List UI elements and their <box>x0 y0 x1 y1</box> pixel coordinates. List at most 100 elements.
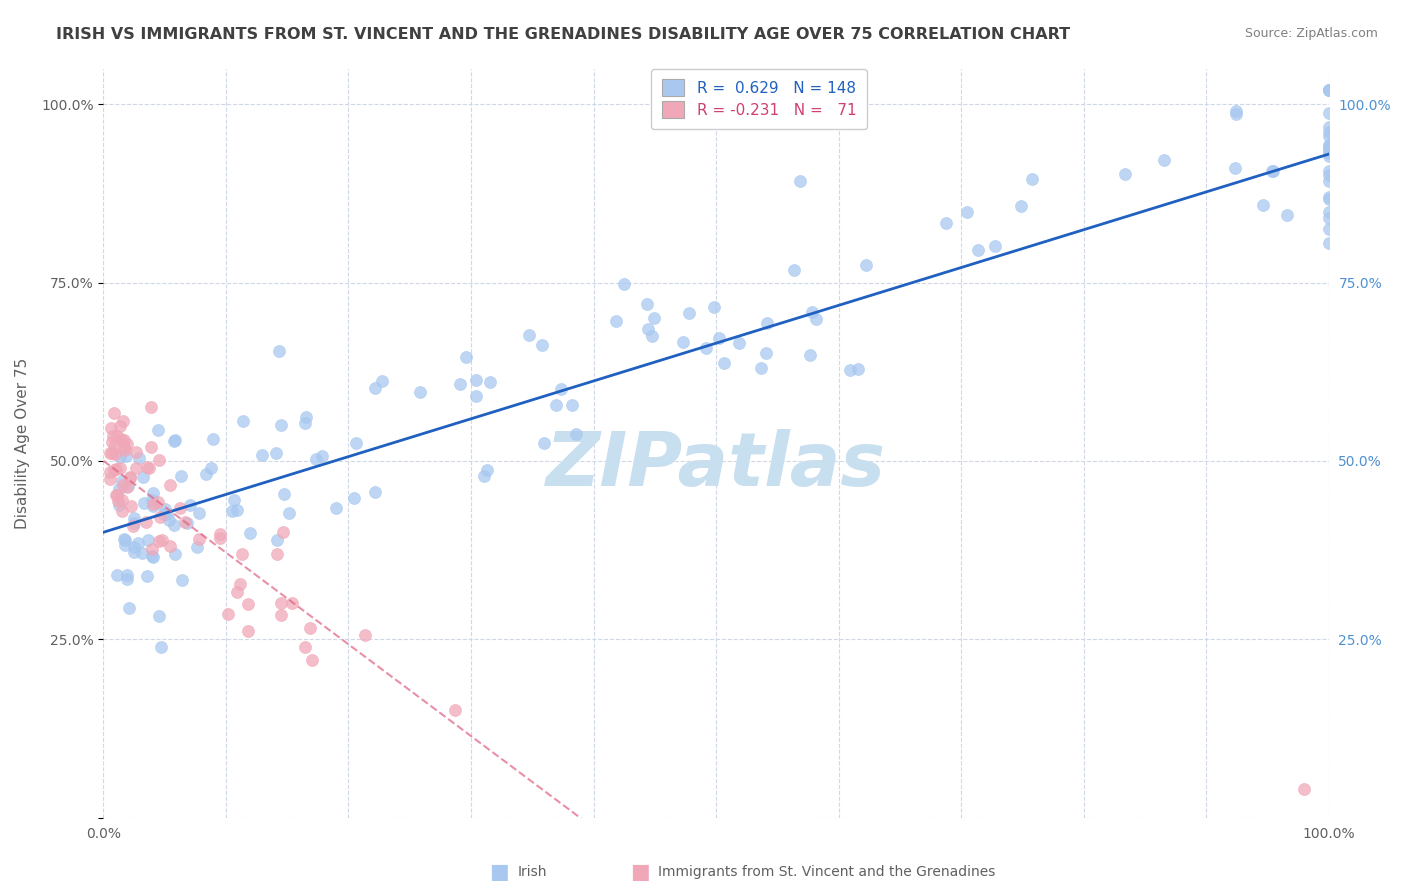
Point <box>120 499 142 513</box>
Point <box>117 479 139 493</box>
Point <box>270 608 292 623</box>
Point <box>299 621 322 635</box>
Point <box>354 628 377 642</box>
Point <box>1317 125 1340 139</box>
Point <box>465 374 488 388</box>
Point <box>301 653 323 667</box>
Point <box>643 311 665 326</box>
Point <box>1317 138 1340 153</box>
Point <box>783 263 806 277</box>
Point <box>1317 83 1340 97</box>
Point <box>141 440 163 454</box>
Point <box>201 432 224 446</box>
Point <box>605 314 627 328</box>
Point <box>138 461 160 475</box>
Point <box>200 461 222 475</box>
Point <box>1317 143 1340 157</box>
Point <box>1317 211 1340 225</box>
Point <box>277 506 299 520</box>
Point <box>800 304 823 318</box>
Point <box>1251 197 1274 211</box>
Point <box>270 596 292 610</box>
Point <box>343 491 366 506</box>
Point <box>727 336 749 351</box>
Point <box>1317 174 1340 188</box>
Point <box>111 474 134 488</box>
Point <box>112 478 135 492</box>
Point <box>239 525 262 540</box>
Point <box>169 500 191 515</box>
Point <box>1223 161 1246 175</box>
Point <box>100 446 122 460</box>
Point <box>1317 139 1340 153</box>
Point <box>1010 199 1032 213</box>
Point <box>236 624 259 638</box>
Point <box>371 374 394 388</box>
Point <box>266 533 288 547</box>
Point <box>229 576 252 591</box>
Point <box>270 418 292 433</box>
Point <box>165 433 187 447</box>
Point <box>170 469 193 483</box>
Point <box>1275 208 1298 222</box>
Point <box>409 385 432 400</box>
Point <box>131 469 153 483</box>
Point <box>141 500 163 514</box>
Point <box>142 486 165 500</box>
Point <box>804 311 827 326</box>
Point <box>101 429 124 443</box>
Point <box>232 414 254 428</box>
Point <box>112 440 135 454</box>
Point <box>544 398 567 412</box>
Point <box>294 640 316 654</box>
Point <box>125 444 148 458</box>
Text: ■: ■ <box>630 863 650 882</box>
Point <box>163 518 186 533</box>
Point <box>135 515 157 529</box>
Text: Source: ZipAtlas.com: Source: ZipAtlas.com <box>1244 27 1378 40</box>
Point <box>117 437 139 451</box>
Point <box>789 173 811 187</box>
Point <box>1317 120 1340 134</box>
Point <box>1317 236 1340 251</box>
Point <box>105 429 128 443</box>
Point <box>125 460 148 475</box>
Point <box>105 568 128 582</box>
Point <box>103 463 125 477</box>
Point <box>124 510 146 524</box>
Point <box>294 416 316 430</box>
Point <box>104 439 127 453</box>
Point <box>115 572 138 586</box>
Point <box>112 532 135 546</box>
Point <box>118 469 141 483</box>
Point <box>108 461 131 475</box>
Point <box>149 640 172 655</box>
Point <box>755 316 778 330</box>
Point <box>98 445 121 459</box>
Point <box>672 334 695 349</box>
Point <box>695 341 717 355</box>
Point <box>108 419 131 434</box>
Point <box>264 446 287 460</box>
Point <box>141 542 163 557</box>
Point <box>124 541 146 555</box>
Point <box>100 421 122 435</box>
Point <box>641 329 664 343</box>
Point <box>107 482 129 496</box>
Point <box>364 484 387 499</box>
Point <box>956 205 979 219</box>
Point <box>1153 153 1175 167</box>
Point <box>105 462 128 476</box>
Point <box>170 573 193 587</box>
Point <box>273 487 295 501</box>
Point <box>156 507 179 521</box>
Point <box>114 533 136 547</box>
Point <box>1317 190 1340 204</box>
Point <box>103 406 125 420</box>
Point <box>1317 192 1340 206</box>
Point <box>121 519 143 533</box>
Point <box>105 488 128 502</box>
Point <box>159 539 181 553</box>
Point <box>280 596 302 610</box>
Point <box>100 465 122 479</box>
